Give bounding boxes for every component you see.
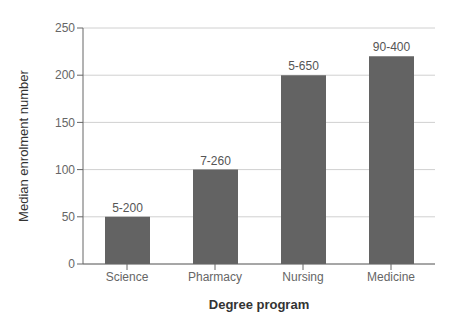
svg-text:7-260: 7-260 — [200, 154, 231, 168]
svg-text:5-200: 5-200 — [112, 201, 143, 215]
svg-text:150: 150 — [55, 116, 75, 130]
svg-text:Median enrolment number: Median enrolment number — [16, 69, 31, 221]
svg-text:50: 50 — [62, 210, 76, 224]
svg-text:0: 0 — [68, 257, 75, 271]
svg-text:250: 250 — [55, 21, 75, 35]
svg-text:Medicine: Medicine — [367, 270, 415, 284]
svg-text:Science: Science — [106, 270, 149, 284]
svg-text:100: 100 — [55, 163, 75, 177]
svg-text:5-650: 5-650 — [288, 59, 319, 73]
svg-text:90-400: 90-400 — [373, 40, 411, 54]
svg-text:200: 200 — [55, 68, 75, 82]
svg-text:Degree program: Degree program — [209, 297, 309, 312]
svg-text:Pharmacy: Pharmacy — [188, 270, 242, 284]
svg-text:Nursing: Nursing — [282, 270, 323, 284]
